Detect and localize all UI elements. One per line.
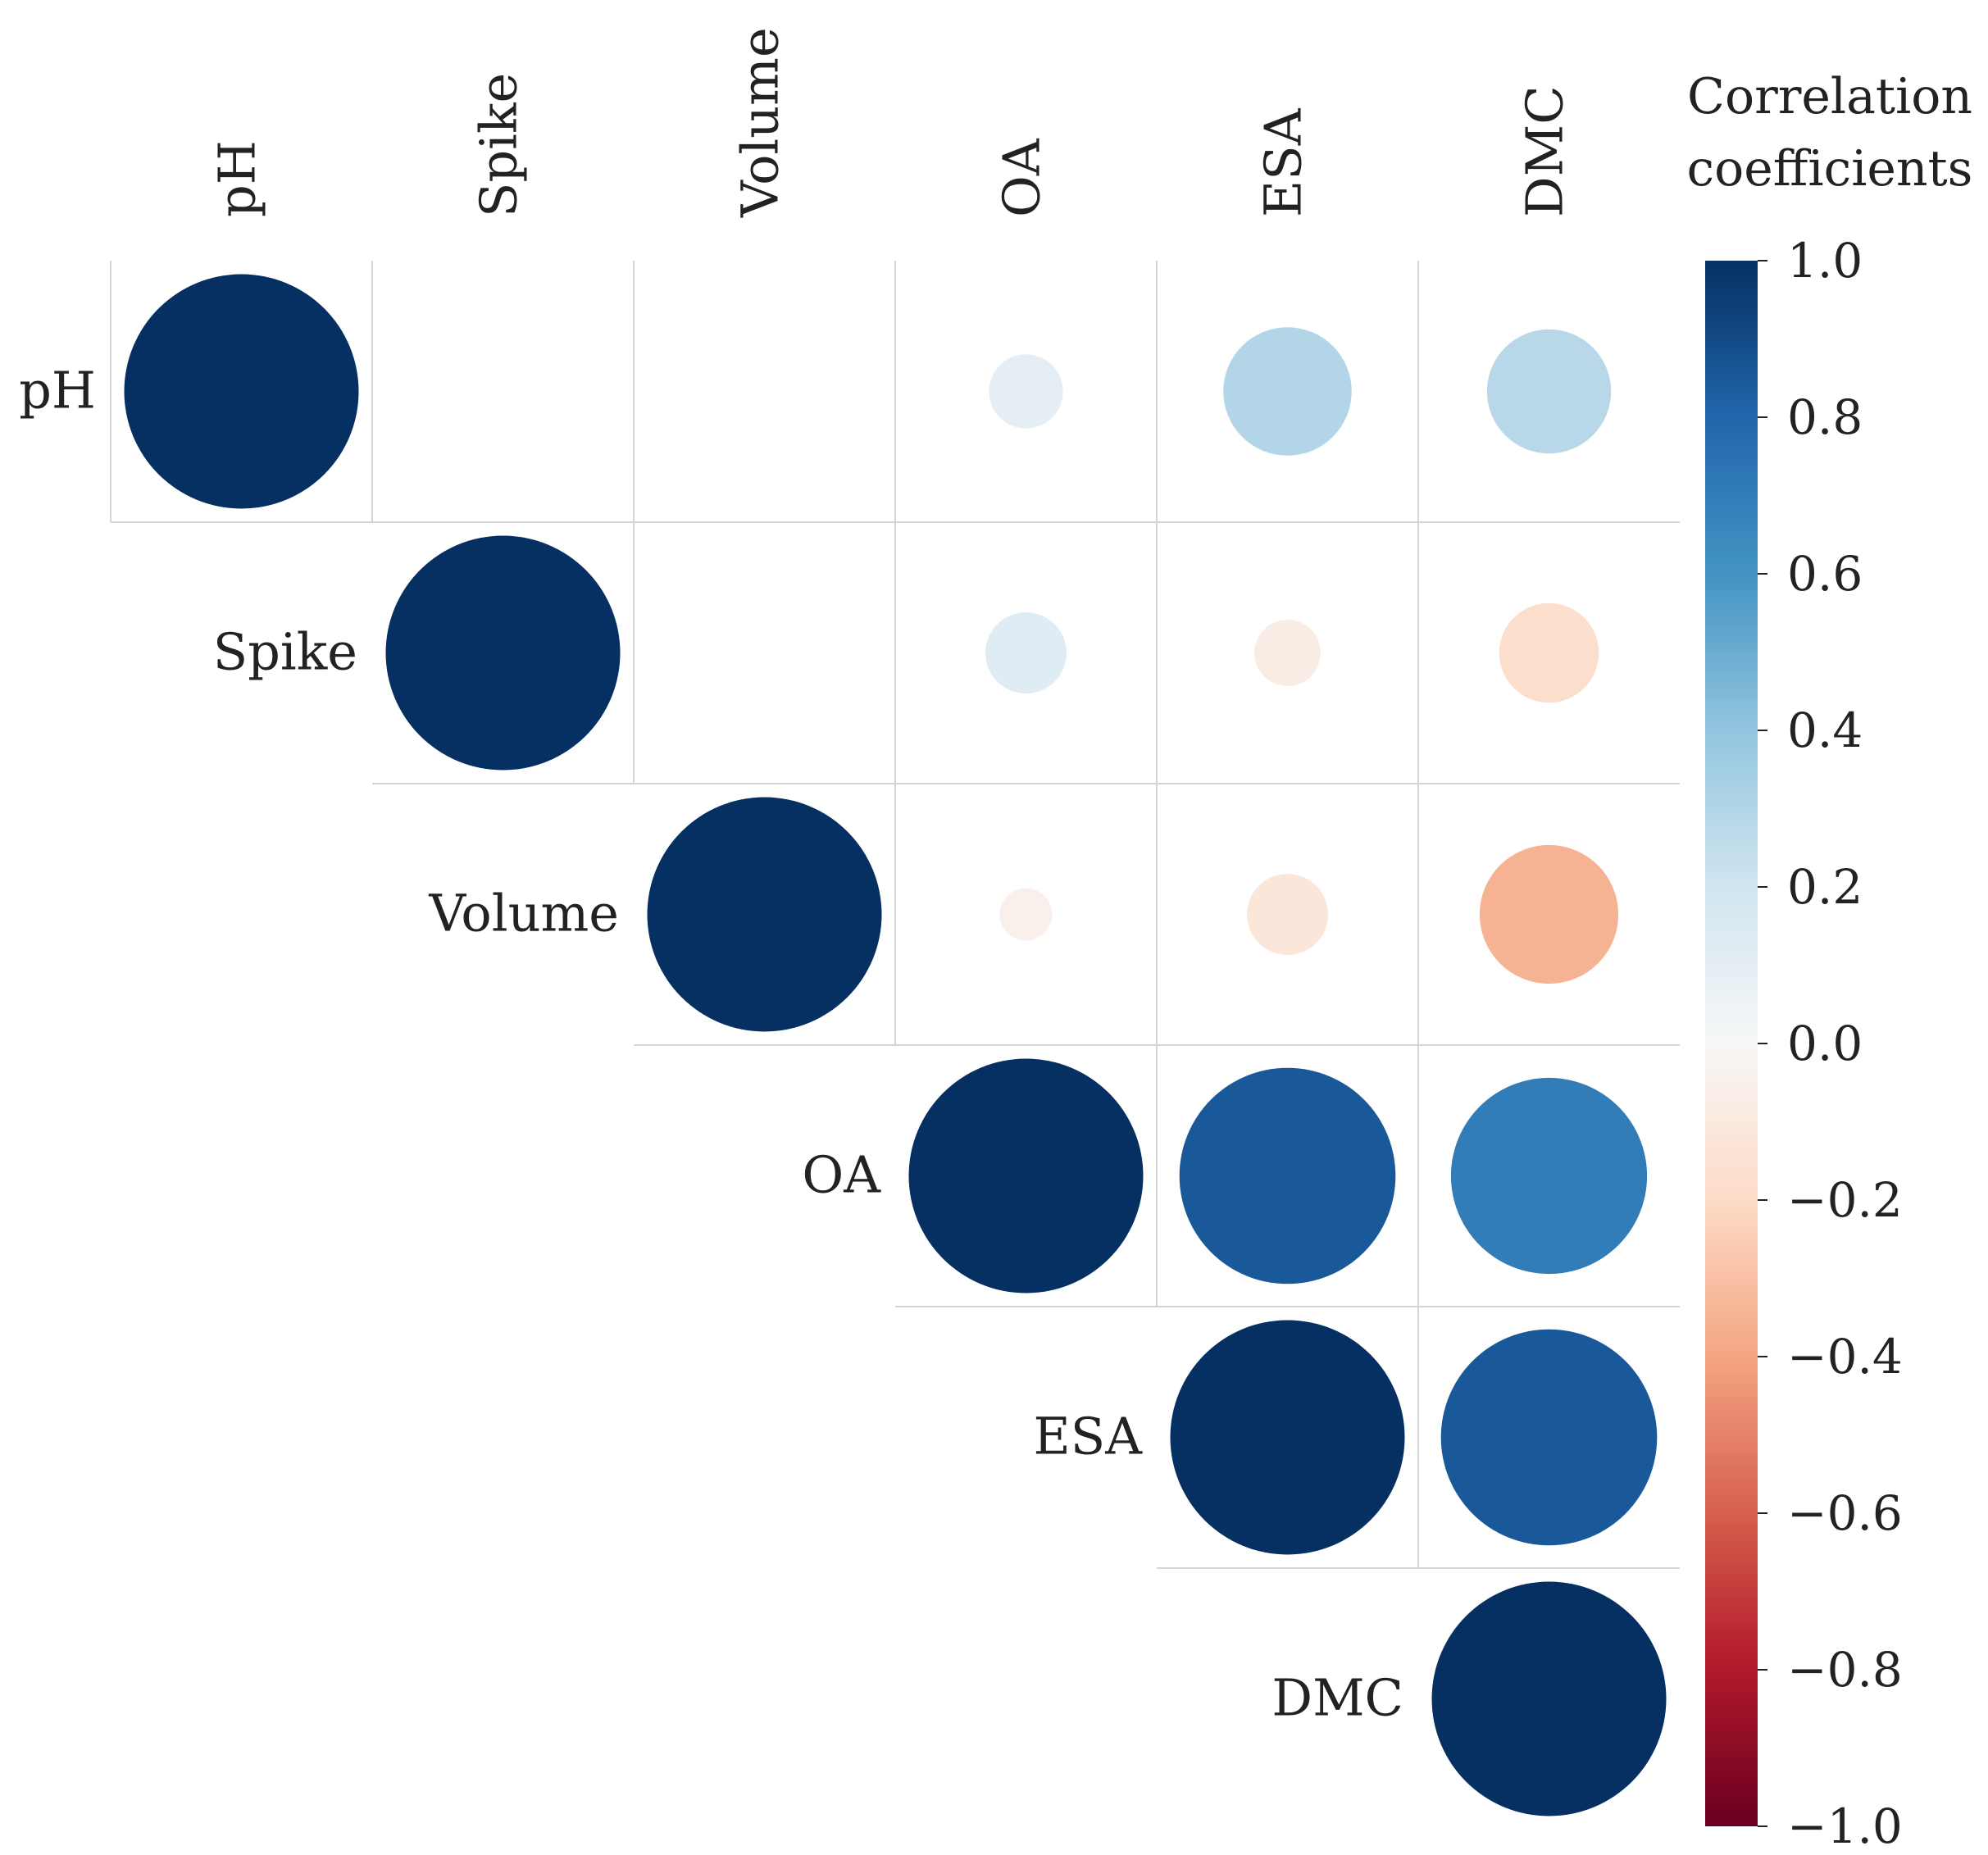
column-label-volume: Volume: [730, 27, 790, 218]
corr-circle-ph-oa: [989, 354, 1063, 429]
row-label-oa: OA: [802, 1145, 881, 1205]
row-label-volume: Volume: [428, 884, 619, 943]
colorbar-tick-label-1: 0.8: [1787, 389, 1863, 445]
colorbar: [1705, 261, 1758, 1826]
corr-circle-esa-dmc: [1440, 1329, 1658, 1546]
row-label-ph: pH: [19, 361, 96, 421]
corr-circle-volume-volume: [647, 797, 882, 1032]
row-label-esa: ESA: [1033, 1407, 1143, 1466]
colorbar-tick-label-4: 0.2: [1787, 859, 1863, 915]
corr-circle-ph-esa: [1223, 327, 1352, 456]
colorbar-title-line-2: coefficients: [1687, 140, 1973, 198]
corr-circle-oa-esa: [1179, 1067, 1396, 1284]
row-label-dmc: DMC: [1272, 1668, 1403, 1728]
colorbar-tick-label-6: −0.2: [1787, 1172, 1903, 1228]
corr-circle-oa-oa: [908, 1058, 1144, 1293]
colorbar-tick-label-9: −0.8: [1787, 1642, 1903, 1698]
corr-circle-ph-dmc: [1486, 329, 1612, 454]
corr-circle-spike-dmc: [1499, 602, 1599, 703]
colorbar-tick-label-7: −0.4: [1787, 1329, 1903, 1384]
colorbar-tick-label-5: 0.0: [1787, 1016, 1863, 1071]
corr-circle-spike-spike: [385, 535, 621, 771]
column-label-oa: OA: [992, 138, 1052, 217]
corr-circle-dmc-dmc: [1431, 1581, 1667, 1816]
corr-circle-volume-esa: [1247, 874, 1328, 955]
colorbar-tick-label-3: 0.4: [1787, 702, 1863, 758]
colorbar-tick-label-0: 1.0: [1787, 233, 1863, 289]
column-label-esa: ESA: [1253, 107, 1313, 217]
corr-circle-volume-oa: [999, 888, 1053, 941]
colorbar-tick-label-2: 0.6: [1787, 546, 1863, 602]
corr-circle-oa-dmc: [1450, 1077, 1648, 1275]
colorbar-title-line-1: Correlation: [1687, 68, 1972, 125]
colorbar-tick-label-10: −1.0: [1787, 1798, 1903, 1854]
corr-circle-volume-dmc: [1479, 844, 1619, 984]
corr-circle-spike-oa: [985, 612, 1067, 693]
column-label-dmc: DMC: [1515, 85, 1575, 217]
row-label-spike: Spike: [213, 622, 357, 682]
column-label-ph: pH: [207, 140, 267, 217]
corr-circle-ph-ph: [124, 274, 359, 509]
corr-circle-spike-esa: [1254, 620, 1321, 686]
column-label-spike: Spike: [469, 73, 529, 217]
colorbar-tick-label-8: −0.6: [1787, 1485, 1903, 1541]
corr-circle-esa-esa: [1170, 1320, 1405, 1555]
